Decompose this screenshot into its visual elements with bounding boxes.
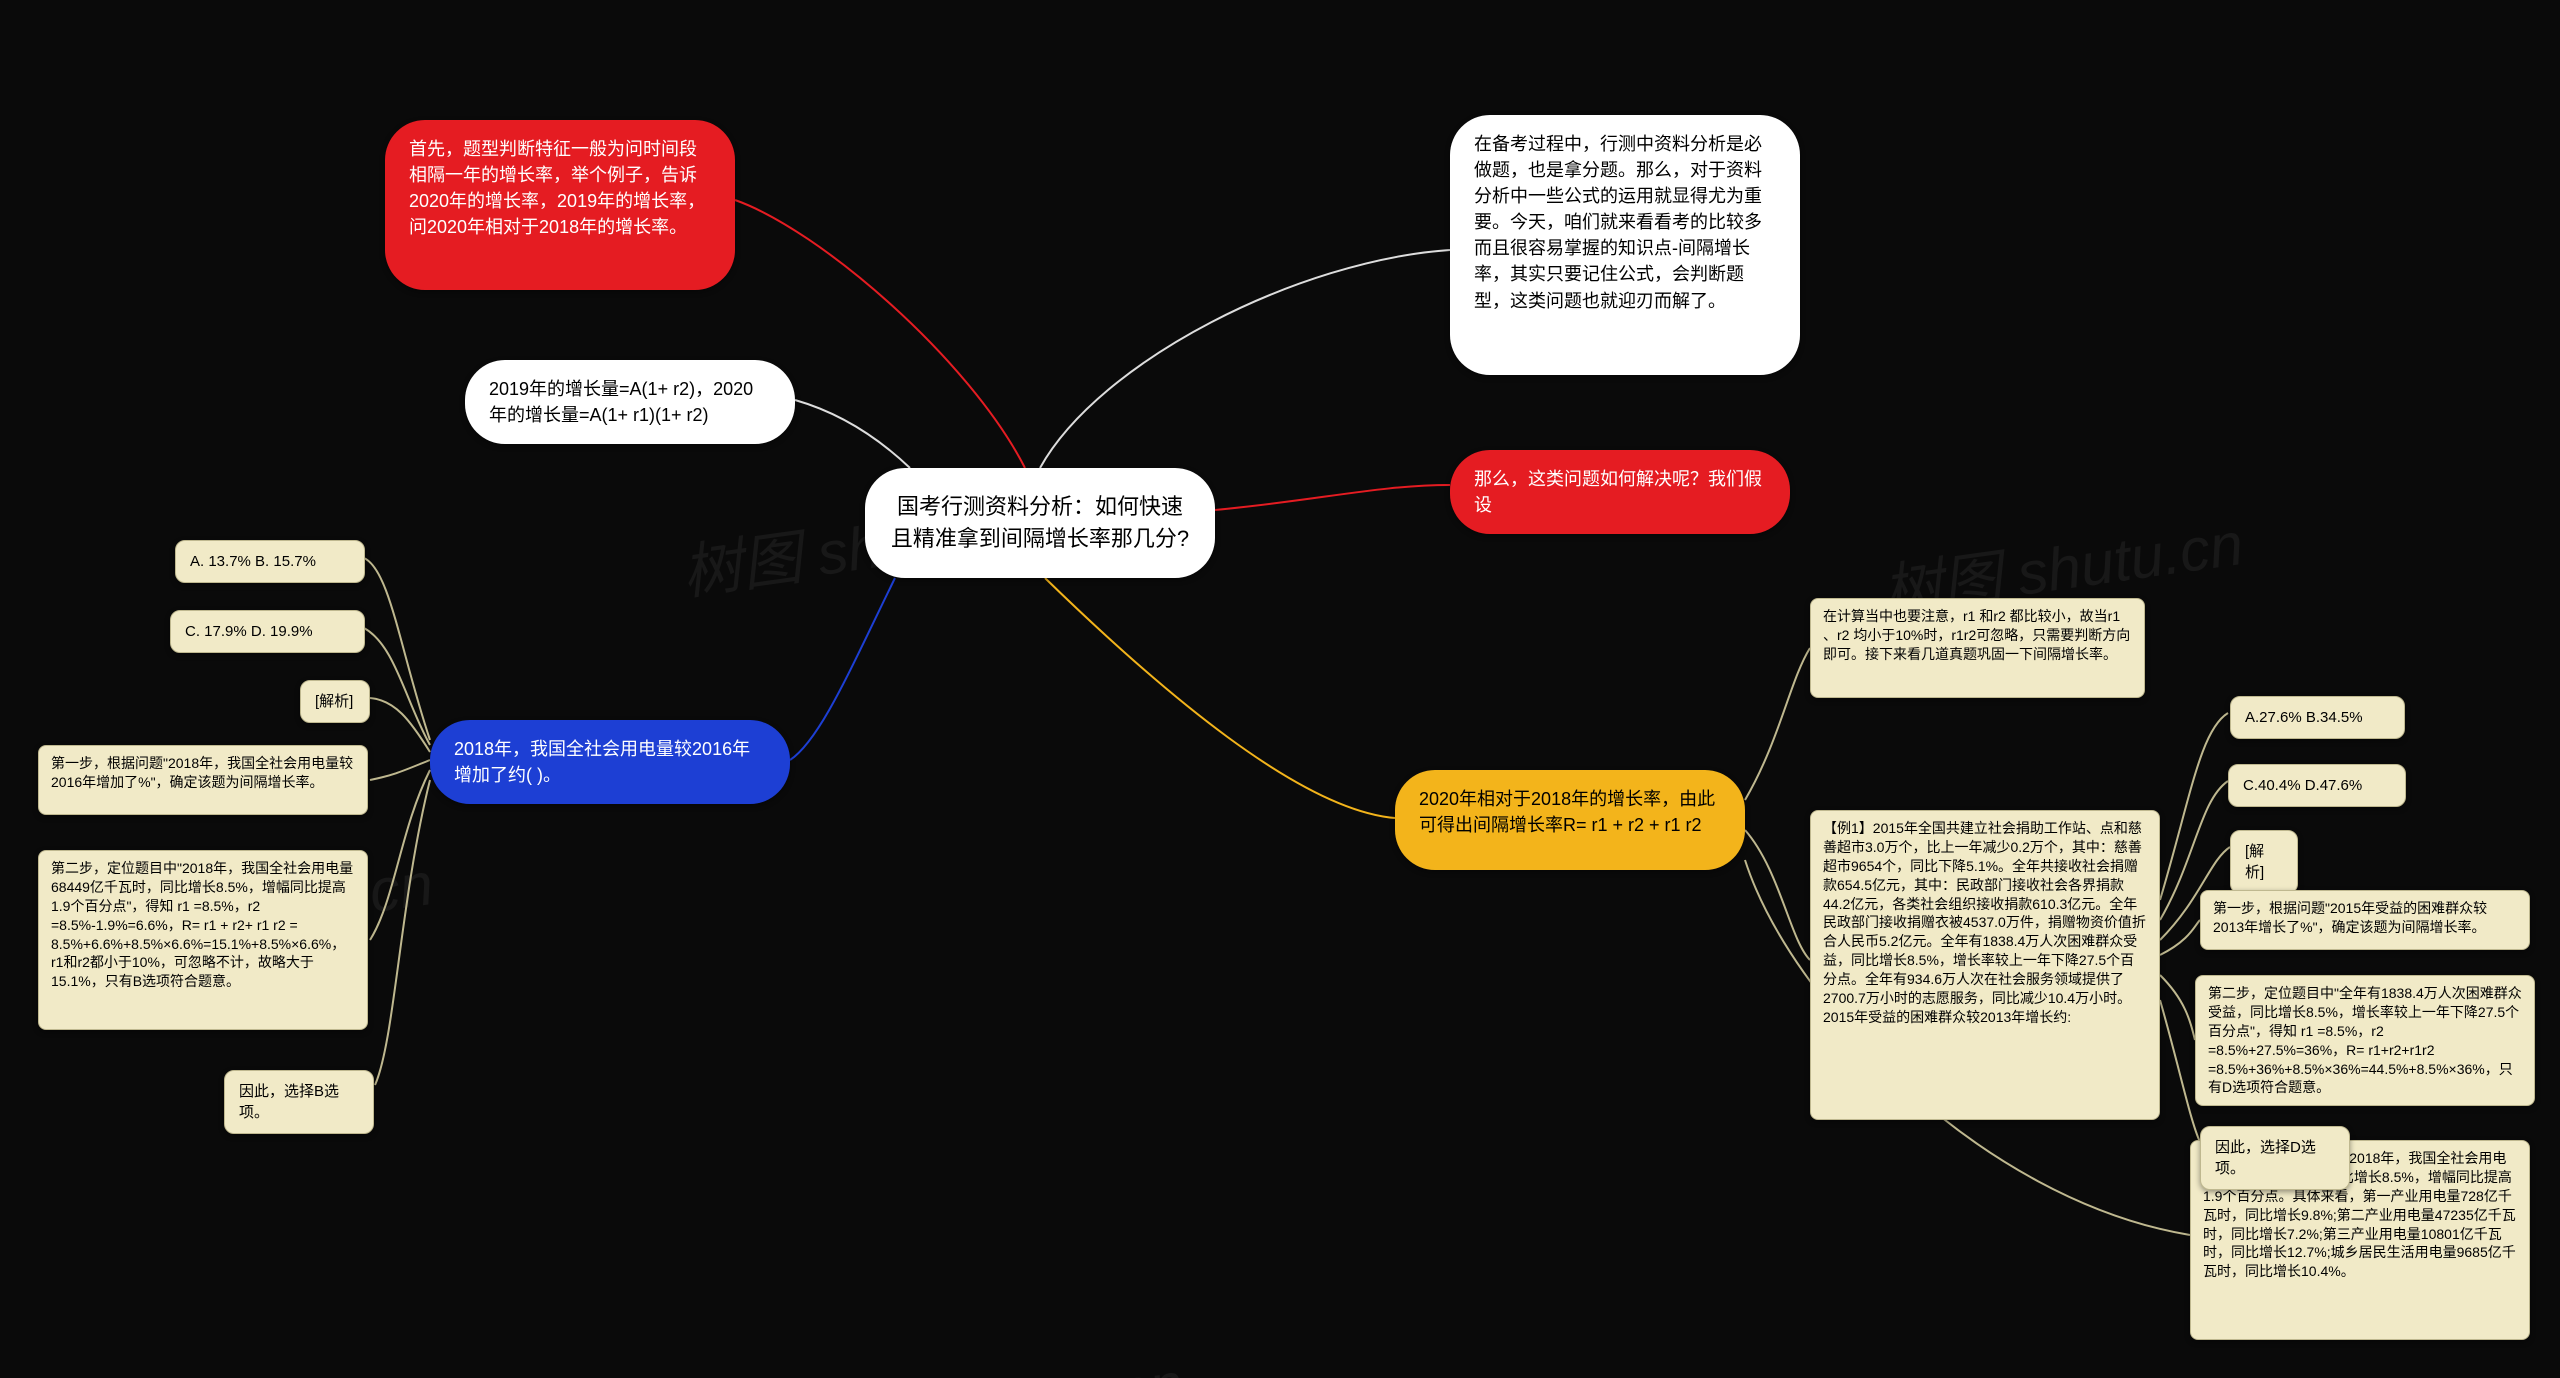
branch-example-2018[interactable]: 2018年，我国全社会用电量较2016年增加了约( )。 <box>430 720 790 804</box>
leaf-node[interactable]: 因此，选择B选项。 <box>224 1070 374 1134</box>
branch-rate-2020[interactable]: 2020年相对于2018年的增长率，由此可得出间隔增长率R= r1 + r2 +… <box>1395 770 1745 870</box>
leaf-node[interactable]: 第二步，定位题目中"全年有1838.4万人次困难群众受益，同比增长8.5%，增长… <box>2195 975 2535 1106</box>
branch-question[interactable]: 那么，这类问题如何解决呢？我们假设 <box>1450 450 1790 534</box>
root-node[interactable]: 国考行测资料分析：如何快速且精准拿到间隔增长率那几分? <box>865 468 1215 578</box>
mindmap-canvas: 树图 shutu.cn 树图 shutu.cn 树图 shutu.cn 树图 s… <box>0 0 2560 1378</box>
watermark: 树图 shutu.cn <box>816 1335 1188 1378</box>
leaf-node[interactable]: [解析] <box>2230 830 2298 894</box>
leaf-node[interactable]: A.27.6% B.34.5% <box>2230 696 2405 739</box>
branch-formula-2019[interactable]: 2019年的增长量=A(1+ r2)，2020年的增长量=A(1+ r1)(1+… <box>465 360 795 444</box>
leaf-node[interactable]: A. 13.7% B. 15.7% <box>175 540 365 583</box>
leaf-node[interactable]: 第一步，根据问题"2018年，我国全社会用电量较2016年增加了%"，确定该题为… <box>38 745 368 815</box>
leaf-node[interactable]: 在计算当中也要注意，r1 和r2 都比较小，故当r1 、r2 均小于10%时，r… <box>1810 598 2145 698</box>
branch-judge[interactable]: 首先，题型判断特征一般为问时间段相隔一年的增长率，举个例子，告诉2020年的增长… <box>385 120 735 290</box>
branch-intro[interactable]: 在备考过程中，行测中资料分析是必做题，也是拿分题。那么，对于资料分析中一些公式的… <box>1450 115 1800 375</box>
leaf-node[interactable]: [解析] <box>300 680 370 723</box>
leaf-node[interactable]: 【例1】2015年全国共建立社会捐助工作站、点和慈善超市3.0万个，比上一年减少… <box>1810 810 2160 1120</box>
leaf-node[interactable]: 因此，选择D选项。 <box>2200 1126 2350 1190</box>
leaf-node[interactable]: C.40.4% D.47.6% <box>2228 764 2406 807</box>
leaf-node[interactable]: 第一步，根据问题"2015年受益的困难群众较2013年增长了%"，确定该题为间隔… <box>2200 890 2530 950</box>
edge-layer <box>0 0 2560 1378</box>
leaf-node[interactable]: C. 17.9% D. 19.9% <box>170 610 365 653</box>
leaf-node[interactable]: 第二步，定位题目中"2018年，我国全社会用电量68449亿千瓦时，同比增长8.… <box>38 850 368 1030</box>
